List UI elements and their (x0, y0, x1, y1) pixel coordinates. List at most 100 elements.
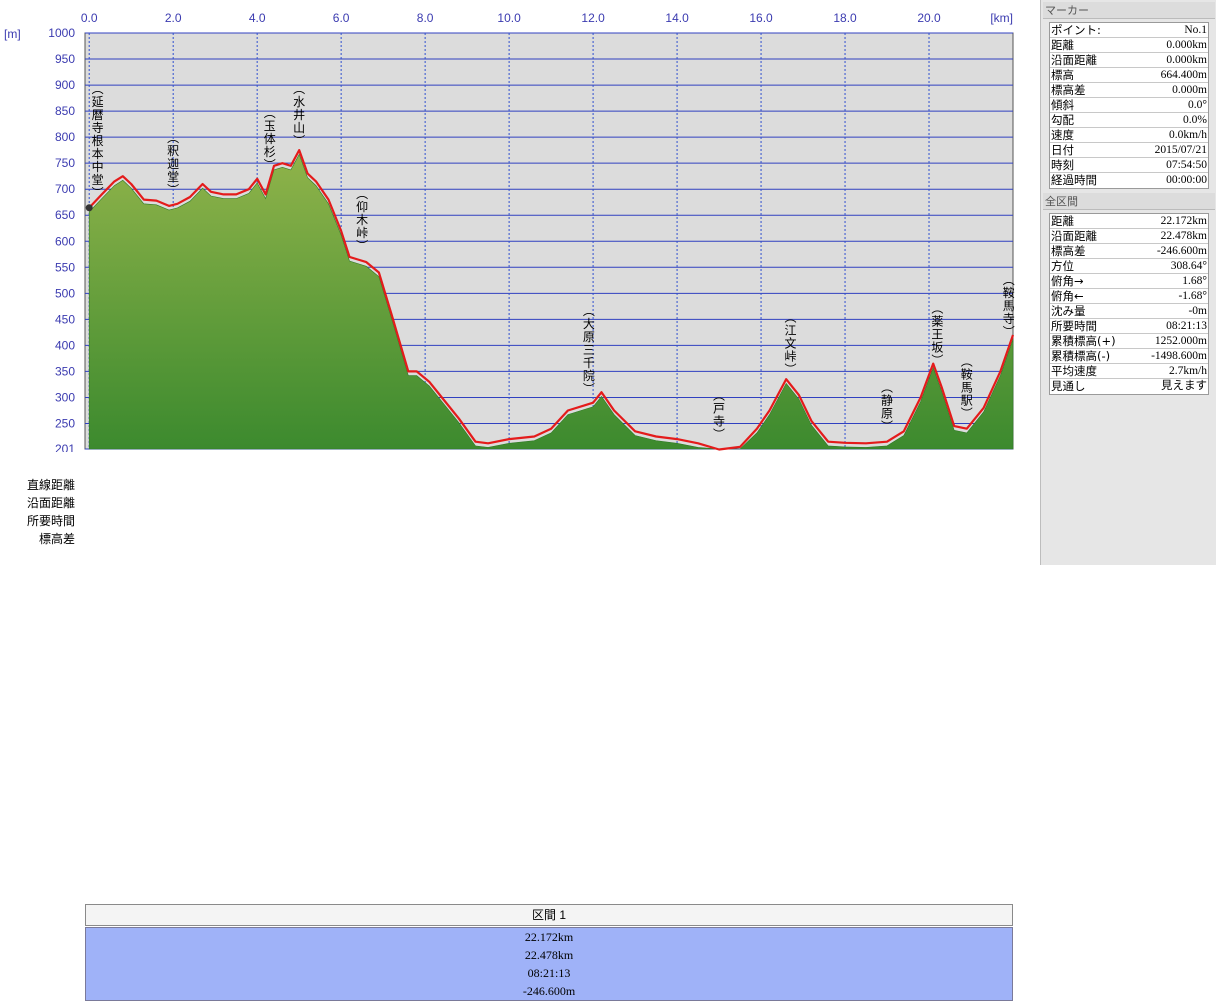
marker-info-value: 664.400m (1160, 69, 1207, 81)
marker-info-key: 速度 (1051, 128, 1074, 142)
total-info-value: 1.68° (1182, 275, 1207, 287)
y-tick-label: 1000 (48, 26, 75, 40)
y-tick-label: 950 (55, 52, 75, 66)
marker-info-table: ポイント: No.1 距離 0.000km 沿面距離 0.000km 標高 664.400m 標… (1049, 22, 1209, 189)
segment-row-elevation-diff-value: -246.600m (522, 984, 576, 998)
peak-label: ︵仰木峠︶ (356, 187, 368, 253)
marker-info-key: 勾配 (1051, 113, 1074, 127)
marker-info-key: 経過時間 (1051, 173, 1097, 187)
y-tick-label: 650 (55, 208, 75, 222)
total-info-key: 距離 (1051, 214, 1074, 228)
total-info-value: -1.68° (1178, 290, 1207, 302)
y-tick-label: 850 (55, 104, 75, 118)
marker-info-value: 0.000km (1166, 54, 1207, 66)
y-tick-label: 600 (55, 234, 75, 248)
total-info-value: 308.64° (1170, 260, 1207, 272)
total-info-row: 沿面距離 22.478km (1050, 229, 1208, 244)
y-tick-label: 250 (55, 416, 75, 430)
marker-info-value: 00:00:00 (1166, 174, 1207, 186)
total-info-key: 累積標高(+) (1051, 334, 1116, 348)
marker-info-row: 時刻 07:54:50 (1050, 158, 1208, 173)
y-unit-label: [m] (4, 27, 21, 41)
marker-info-value: No.1 (1184, 24, 1207, 36)
total-info-row: 俯角← -1.68° (1050, 289, 1208, 304)
marker-info-value: 2015/07/21 (1154, 144, 1207, 156)
marker-info-key: 距離 (1051, 38, 1074, 52)
y-tick-label: 900 (55, 78, 75, 92)
info-sidebar: マーカー ポイント: No.1 距離 0.000km 沿面距離 0.000km 標高 664.… (1040, 0, 1216, 565)
peak-label: ︵江文峠︶ (784, 310, 796, 376)
segment-row-duration-value: 08:21:13 (527, 966, 571, 980)
peak-label: ︵延暦寺根本中堂︶ (92, 82, 104, 200)
total-info-value: 08:21:13 (1166, 320, 1207, 332)
total-info-value: 22.478km (1160, 230, 1207, 242)
segment-label-duration: 所要時間 (26, 514, 75, 528)
y-tick-label: 750 (55, 156, 75, 170)
marker-info-row: 沿面距離 0.000km (1050, 53, 1208, 68)
total-info-key: 見通し (1051, 379, 1086, 393)
terrain-area (88, 153, 1014, 450)
total-info-row: 見通し 見えます (1050, 379, 1208, 394)
total-info-table: 距離 22.172km 沿面距離 22.478km 標高差 -246.600m 方位 308.… (1049, 213, 1209, 395)
total-info-value: -246.600m (1156, 245, 1207, 257)
peak-label: ︵鞍馬寺︶ (1003, 273, 1015, 339)
segment-label-straight-distance: 直線距離 (26, 478, 75, 492)
segment-summary: 区間 1 22.172km 22.478km 08:21:13 -246.600… (0, 452, 1040, 1001)
total-info-key: 俯角→ (1051, 274, 1084, 288)
marker-info-row: 標高差 0.000m (1050, 83, 1208, 98)
x-tick-label: 0.0 (81, 11, 98, 25)
marker-panel-title: マーカー (1043, 2, 1215, 19)
elevation-chart[interactable]: 1000 950 900 850 800 750 700 650 600 550 500 450 400… (0, 0, 1040, 452)
marker-info-value: 0.0km/h (1168, 129, 1207, 141)
total-info-row: 標高差 -246.600m (1050, 244, 1208, 259)
marker-info-row: 勾配 0.0% (1050, 113, 1208, 128)
total-info-key: 俯角← (1051, 289, 1084, 303)
peak-label: ︵大原三千院︶ (583, 304, 595, 396)
total-info-value: 2.7km/h (1168, 365, 1207, 377)
y-tick-label: 700 (55, 182, 75, 196)
x-tick-label: 12.0 (581, 11, 605, 25)
total-info-key: 累積標高(-) (1051, 349, 1111, 363)
marker-info-key: 時刻 (1051, 158, 1074, 172)
x-tick-label: 2.0 (165, 11, 182, 25)
marker-info-key: 傾斜 (1051, 98, 1074, 112)
x-tick-label: 18.0 (833, 11, 857, 25)
segment-header[interactable]: 区間 1 (85, 904, 1013, 926)
marker-info-key: 日付 (1051, 143, 1074, 157)
total-info-row: 累積標高(-) -1498.600m (1050, 349, 1208, 364)
marker-info-key: ポイント: (1051, 23, 1101, 37)
y-tick-label: 300 (55, 390, 75, 404)
y-tick-label: 400 (55, 338, 75, 352)
segment-label-elevation-diff: 標高差 (38, 532, 75, 546)
start-marker (85, 204, 93, 212)
total-info-value: -1498.600m (1151, 350, 1207, 362)
peak-label: ︵玉体杉︶ (264, 106, 276, 172)
marker-info-key: 標高 (1051, 68, 1074, 82)
marker-info-row: 傾斜 0.0° (1050, 98, 1208, 113)
peak-label: ︵薬王坂︶ (931, 301, 943, 367)
segment-row-surface-distance-value: 22.478km (524, 948, 574, 962)
total-panel-title: 全区間 (1043, 193, 1215, 210)
total-info-key: 所要時間 (1051, 319, 1097, 333)
total-info-key: 沿面距離 (1051, 229, 1097, 243)
segment-row-straight-distance-value: 22.172km (524, 930, 574, 944)
marker-info-row: 経過時間 00:00:00 (1050, 173, 1208, 188)
marker-info-value: 07:54:50 (1166, 159, 1207, 171)
peak-label: ︵鞍馬駅︶ (961, 355, 973, 421)
y-tick-label: 450 (55, 312, 75, 326)
x-tick-label: 14.0 (665, 11, 689, 25)
x-tick-label: 20.0 (917, 11, 941, 25)
y-tick-label: 800 (55, 130, 75, 144)
marker-info-value: 0.0° (1188, 99, 1207, 111)
peak-label: ︵釈迦堂︶ (167, 131, 179, 197)
marker-info-key: 標高差 (1051, 83, 1086, 97)
marker-info-value: 0.000m (1172, 84, 1207, 96)
x-tick-label: 6.0 (333, 11, 350, 25)
total-info-row: 俯角→ 1.68° (1050, 274, 1208, 289)
marker-info-row: 速度 0.0km/h (1050, 128, 1208, 143)
route-line (88, 149, 1015, 451)
total-info-key: 沈み量 (1051, 304, 1086, 318)
x-tick-label: 16.0 (749, 11, 773, 25)
marker-info-value: 0.0% (1183, 114, 1207, 126)
total-info-value: 1252.000m (1154, 335, 1207, 347)
